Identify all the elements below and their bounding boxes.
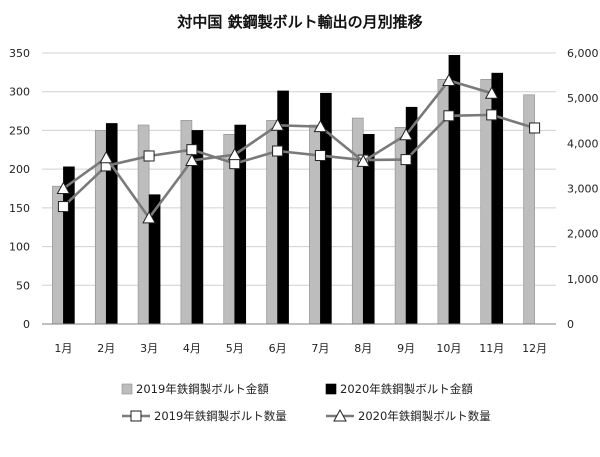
legend: 2019年鉄鋼製ボルト金額 2020年鉄鋼製ボルト金額 2019年鉄鋼製ボルト数量 2…	[121, 382, 491, 423]
point-1-11月	[486, 109, 498, 121]
y-right-tick-label: 1,000	[567, 273, 599, 286]
point-2-8月	[356, 154, 371, 167]
y-right-tick-label: 4,000	[567, 137, 599, 150]
y-right-tick-label: 2,000	[567, 228, 599, 241]
legend-label: 2019年鉄鋼製ボルト数量	[154, 409, 287, 423]
point-2-7月	[313, 119, 328, 133]
legend-label: 2019年鉄鋼製ボルト金額	[136, 382, 269, 396]
y-left-tick-label: 300	[9, 86, 30, 99]
y-left-tick-label: 50	[16, 279, 30, 292]
point-1-7月	[314, 150, 326, 162]
y-left-tick-label: 250	[9, 124, 30, 137]
x-tick-label: 8月	[354, 342, 372, 355]
point-2-9月	[399, 127, 413, 141]
legend-swatch	[325, 383, 337, 395]
y-left-tick-label: 200	[9, 163, 30, 176]
line-series-1	[62, 113, 535, 208]
bar-2-2月	[105, 123, 118, 325]
point-1-1月	[57, 201, 69, 213]
x-tick-label: 2月	[97, 342, 115, 355]
axes: 0 50 100 150 200 250 300 350 0 1,000 2,000 3,000 4,0…	[9, 47, 599, 355]
y-right-tick-label: 3,000	[567, 183, 599, 196]
y-left-tick-label: 0	[23, 318, 30, 331]
point-2-3月	[142, 210, 156, 224]
y-right-tick-label: 0	[567, 318, 574, 331]
x-tick-label: 12月	[522, 342, 547, 355]
x-tick-label: 11月	[479, 342, 504, 355]
legend-label: 2020年鉄鋼製ボルト金額	[340, 382, 473, 396]
x-tick-label: 3月	[140, 342, 158, 355]
bar-2-10月	[448, 55, 461, 325]
point-2-5月	[227, 147, 242, 161]
y-right-tick-label: 6,000	[567, 47, 599, 60]
point-1-10月	[443, 110, 455, 122]
x-tick-label: 10月	[436, 342, 461, 355]
point-2-4月	[185, 153, 199, 166]
y-left-tick-label: 350	[9, 47, 30, 60]
x-tick-label: 9月	[397, 342, 415, 355]
x-tick-label: 4月	[183, 342, 201, 355]
point-2-2月	[99, 150, 114, 164]
x-tick-label: 6月	[269, 342, 287, 355]
bar-1-8月	[351, 117, 364, 325]
gridlines	[42, 52, 556, 325]
point-1-5月	[229, 158, 241, 170]
point-1-9月	[400, 154, 412, 166]
x-tick-label: 5月	[226, 342, 244, 355]
point-1-6月	[272, 145, 284, 157]
point-2-6月	[270, 118, 285, 131]
legend-swatch	[121, 383, 133, 395]
legend-label: 2020年鉄鋼製ボルト数量	[358, 409, 491, 423]
bar-series	[52, 55, 535, 325]
chart-title: 対中国 鉄鋼製ボルト輸出の月別推移	[176, 13, 422, 31]
y-left-tick-label: 150	[9, 202, 30, 215]
point-1-4月	[186, 144, 198, 156]
point-2-10月	[442, 73, 456, 87]
x-tick-label: 7月	[311, 342, 329, 355]
y-left-tick-label: 100	[9, 241, 30, 254]
legend-marker	[130, 410, 142, 422]
point-2-1月	[56, 181, 71, 194]
point-1-12月	[529, 122, 541, 134]
line-series	[56, 73, 541, 224]
point-1-3月	[143, 150, 155, 162]
y-right-tick-label: 5,000	[567, 92, 599, 105]
point-2-11月	[484, 86, 499, 99]
x-tick-label: 1月	[54, 342, 72, 355]
legend-marker	[333, 408, 347, 422]
